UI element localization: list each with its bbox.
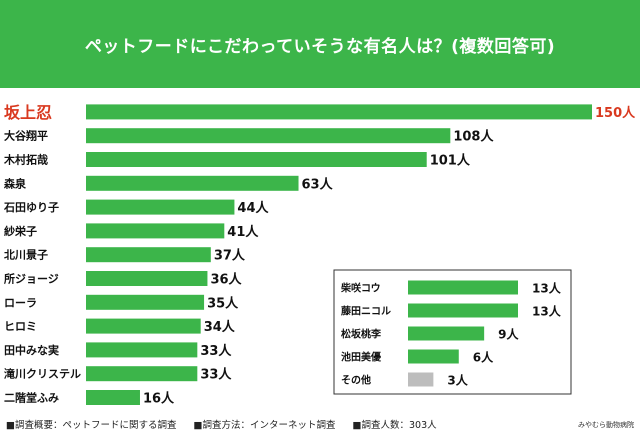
value-label: 36人 — [210, 272, 242, 288]
inset-value-label: 6人 — [473, 350, 494, 365]
bar — [86, 104, 592, 120]
chart-title: ペットフードにこだわっていそうな有名人は？(複数回答可) — [84, 36, 556, 57]
inset-category-label: その他 — [341, 374, 371, 387]
bar — [86, 318, 201, 334]
value-label: 34人 — [204, 319, 236, 335]
inset-bar — [408, 349, 459, 364]
value-label: 63人 — [302, 176, 334, 192]
chart-title-bar: ペットフードにこだわっていそうな有名人は？(複数回答可) — [0, 0, 640, 88]
bar — [86, 342, 198, 358]
category-label: 坂上忍 — [4, 103, 52, 122]
value-label: 33人 — [200, 343, 232, 359]
bar — [86, 390, 140, 405]
category-label: 石田ゆり子 — [3, 201, 59, 214]
bar — [86, 128, 451, 144]
value-label: 108人 — [453, 129, 494, 145]
value-label: 37人 — [214, 248, 246, 264]
value-label: 35人 — [207, 295, 239, 311]
category-label: 滝川クリステル — [4, 367, 81, 381]
inset-category-label: 藤田ニコル — [341, 305, 391, 318]
category-label: 田中みな実 — [4, 343, 59, 357]
category-label: ローラ — [4, 296, 37, 309]
inset-value-label: 13人 — [532, 304, 562, 319]
survey-respondents: ■調査人数：303人 — [352, 420, 437, 431]
bar — [86, 271, 208, 286]
survey-overview: ■調査概要：ペットフードに関する調査 — [6, 420, 177, 431]
bar — [86, 366, 198, 382]
inset-bar — [408, 303, 518, 318]
inset-bar — [408, 326, 485, 341]
value-label: 16人 — [143, 391, 175, 407]
bar — [86, 175, 299, 191]
inset-category-label: 柴咲コウ — [340, 282, 381, 295]
category-label: 二階堂ふみ — [4, 391, 59, 405]
bar — [86, 199, 235, 215]
inset-value-label: 13人 — [532, 281, 562, 296]
bar — [86, 294, 205, 310]
value-label: 101人 — [430, 153, 471, 169]
category-label: 紗栄子 — [4, 224, 37, 238]
category-label: ヒロミ — [4, 320, 37, 333]
value-label: 33人 — [200, 367, 232, 383]
category-label: 森泉 — [4, 176, 27, 190]
value-label: 150人 — [595, 105, 636, 121]
category-label: 北川景子 — [4, 248, 48, 262]
inset-value-label: 3人 — [447, 373, 468, 388]
inset-bar — [408, 280, 518, 295]
category-label: 所ジョージ — [4, 272, 59, 286]
inset-value-label: 9人 — [498, 327, 519, 342]
survey-method: ■調査方法：インターネット調査 — [193, 420, 336, 431]
value-label: 44人 — [237, 200, 269, 216]
bar — [86, 152, 427, 167]
inset-category-label: 池田美優 — [341, 351, 382, 364]
category-label: 大谷翔平 — [4, 129, 48, 143]
category-label: 木村拓哉 — [3, 153, 48, 167]
bar — [86, 247, 211, 263]
value-label: 41人 — [227, 224, 259, 240]
source-credit: みやむら動物病院 — [578, 421, 634, 429]
bar — [86, 223, 225, 239]
inset-bar — [408, 372, 434, 387]
survey-footer: ■調査概要：ペットフードに関する調査 ■調査方法：インターネット調査 ■調査人数… — [6, 417, 634, 433]
inset-category-label: 松坂桃李 — [341, 328, 382, 341]
